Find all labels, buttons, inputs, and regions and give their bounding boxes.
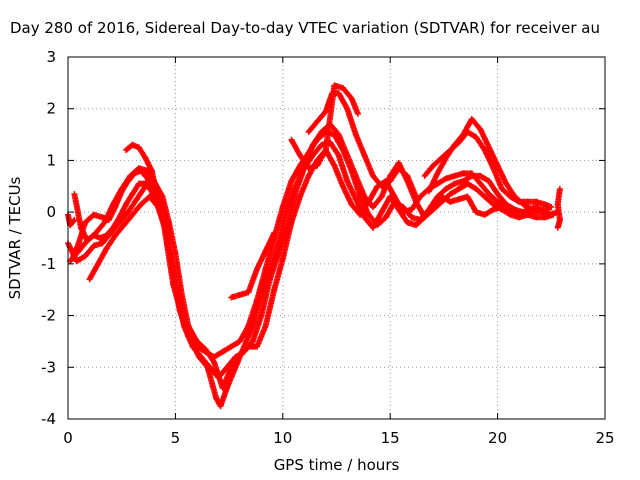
plot-frame (67, 56, 606, 420)
trace-10 (425, 116, 535, 213)
y-tick-label: 2 (46, 100, 56, 118)
data-point (550, 211, 557, 218)
series-0 (65, 82, 563, 410)
data-point (355, 110, 361, 117)
data-series (65, 82, 563, 410)
y-tick-label: 1 (46, 151, 56, 169)
trace-8 (305, 90, 419, 200)
x-tick-label: 0 (63, 429, 73, 447)
x-tick-label: 25 (595, 429, 614, 447)
trace-6 (228, 229, 278, 301)
y-tick-label: -4 (41, 410, 56, 428)
data-point (163, 229, 170, 236)
y-tick-label: -2 (41, 307, 56, 325)
data-point (529, 206, 535, 213)
y-tick-label: 3 (46, 48, 56, 66)
y-tick-label: -3 (41, 358, 56, 376)
data-point (541, 209, 548, 216)
data-point (322, 148, 328, 155)
grid-lines (68, 57, 605, 419)
trace-5 (123, 141, 172, 231)
x-tick-label: 10 (273, 429, 292, 447)
trace-2 (65, 147, 553, 391)
x-tick-label: 15 (381, 429, 400, 447)
data-point (71, 216, 78, 223)
x-tick-label: 20 (488, 429, 507, 447)
data-point (548, 204, 555, 210)
data-point (70, 217, 77, 224)
x-tick-label: 5 (171, 429, 181, 447)
data-point (271, 229, 278, 236)
x-axis-label: GPS time / hours (274, 456, 400, 474)
trace-3 (67, 121, 548, 410)
data-point (554, 224, 561, 231)
trace-11 (554, 185, 563, 231)
axis-ticks: 0 5 10 15 20 25 -4 -3 -2 -1 0 1 2 3 (41, 48, 615, 447)
data-point (166, 224, 172, 231)
y-axis-label: SDTVAR / TECUs (6, 176, 24, 299)
chart-title: Day 280 of 2016, Sidereal Day-to-day VTE… (10, 19, 600, 37)
y-tick-label: -1 (41, 255, 56, 273)
data-point (413, 193, 419, 200)
y-tick-label: 0 (46, 203, 56, 221)
